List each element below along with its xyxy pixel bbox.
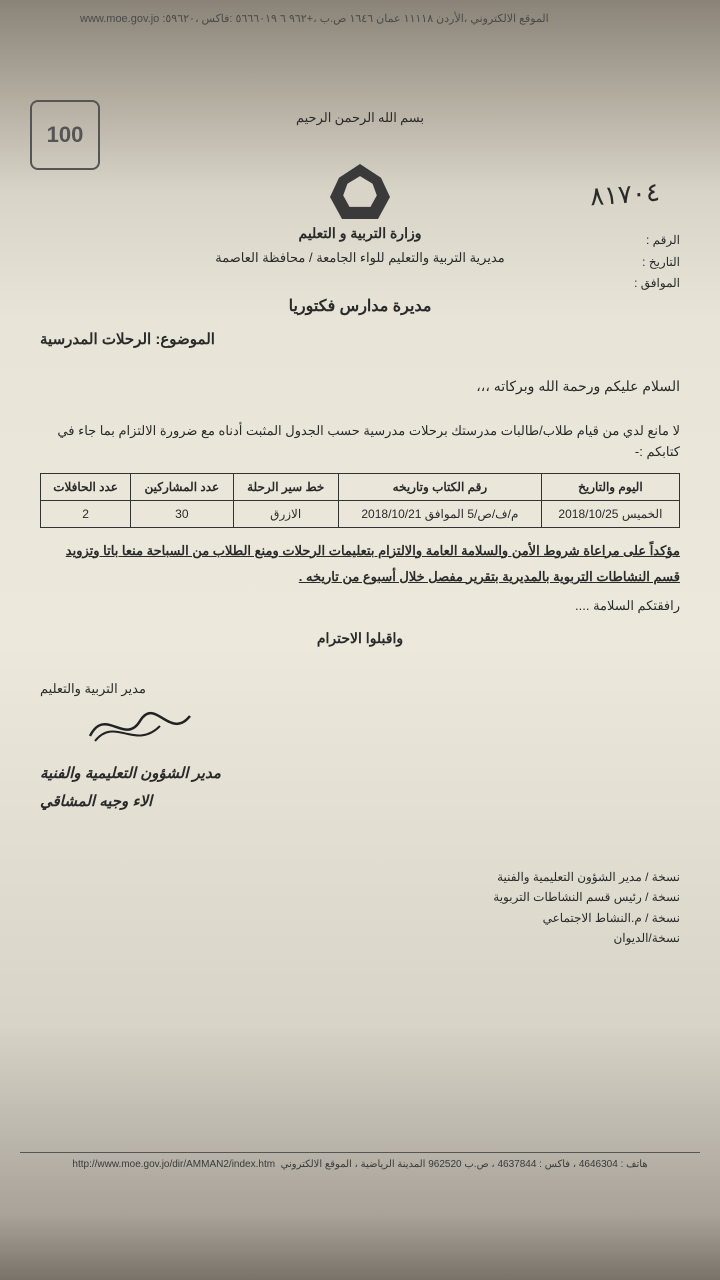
document-page: 100 بسم الله الرحمن الرحيم وزارة التربية… bbox=[10, 40, 710, 1220]
greeting: السلام عليكم ورحمة الله وبركاته ،،، bbox=[40, 378, 680, 395]
cc-block: نسخة / مدير الشؤون التعليمية والفنية نسخ… bbox=[40, 867, 680, 949]
cell-participants: 30 bbox=[131, 500, 233, 527]
signatory-name: الاء وجيه المشاقي bbox=[40, 788, 680, 817]
table-row: الخميس 2018/10/25 م/ف/ص/5 الموافق 2018/1… bbox=[41, 500, 680, 527]
signature-block: مدير التربية والتعليم مدير الشؤون التعلي… bbox=[40, 677, 680, 817]
cc-line: نسخة / مدير الشؤون التعليمية والفنية bbox=[40, 867, 680, 887]
col-date: اليوم والتاريخ bbox=[541, 473, 679, 500]
signature-scribble bbox=[80, 701, 200, 751]
safety-wish: رافقتكم السلامة .... bbox=[40, 598, 680, 614]
intro-paragraph: لا مانع لدي من قيام طلاب/طالبات مدرستك ب… bbox=[40, 421, 680, 463]
col-participants: عدد المشاركين bbox=[131, 473, 233, 500]
col-buses: عدد الحافلات bbox=[41, 473, 131, 500]
ref-date-label: التاريخ : bbox=[634, 252, 680, 274]
cell-route: الازرق bbox=[233, 500, 338, 527]
signatory-title-1: مدير التربية والتعليم bbox=[40, 677, 680, 702]
letterhead: 100 بسم الله الرحمن الرحيم وزارة التربية… bbox=[40, 110, 680, 266]
ref-corresponding-label: الموافق : bbox=[634, 273, 680, 295]
signatory-title-2: مدير الشؤون التعليمية والفنية bbox=[40, 760, 680, 789]
col-letter: رقم الكتاب وتاريخه bbox=[338, 473, 541, 500]
ministry-name: وزارة التربية و التعليم bbox=[40, 225, 680, 242]
cc-line: نسخة / م.النشاط الاجتماعي bbox=[40, 908, 680, 928]
cc-line: نسخة / رئيس قسم النشاطات التربوية bbox=[40, 887, 680, 907]
footer-url: http://www.moe.gov.jo/dir/AMMAN2/index.h… bbox=[72, 1159, 275, 1170]
cell-date: الخميس 2018/10/25 bbox=[541, 500, 679, 527]
top-header-url: www.moe.gov.jo :الموقع الالكتروني ،الأرد… bbox=[80, 12, 549, 25]
col-route: خط سير الرحلة bbox=[233, 473, 338, 500]
trips-table: اليوم والتاريخ رقم الكتاب وتاريخه خط سير… bbox=[40, 473, 680, 528]
closing: واقبلوا الاحترام bbox=[40, 630, 680, 647]
ref-number-label: الرقم : bbox=[634, 230, 680, 252]
handwritten-number: ٨١٧٠٤ bbox=[589, 178, 661, 213]
emphasis-paragraph: مؤكداً على مراعاة شروط الأمن والسلامة ال… bbox=[40, 538, 680, 590]
bismillah: بسم الله الرحمن الرحيم bbox=[40, 110, 680, 126]
footer-contact: هاتف : 4646304 ، فاكس : 4637844 ، ص.ب 96… bbox=[281, 1159, 648, 1170]
footer: هاتف : 4646304 ، فاكس : 4637844 ، ص.ب 96… bbox=[20, 1152, 700, 1170]
reference-block: الرقم : التاريخ : الموافق : bbox=[634, 230, 680, 295]
recipient: مديرة مدارس فكتوريا bbox=[40, 296, 680, 316]
cc-line: نسخة/الديوان bbox=[40, 928, 680, 948]
subject-line: الموضوع: الرحلات المدرسية bbox=[40, 330, 680, 348]
centennial-logo: 100 bbox=[30, 100, 100, 170]
directorate-name: مديرية التربية والتعليم للواء الجامعة / … bbox=[40, 250, 680, 266]
cell-buses: 2 bbox=[41, 500, 131, 527]
cell-letter: م/ف/ص/5 الموافق 2018/10/21 bbox=[338, 500, 541, 527]
table-header-row: اليوم والتاريخ رقم الكتاب وتاريخه خط سير… bbox=[41, 473, 680, 500]
jordan-emblem bbox=[330, 164, 390, 219]
